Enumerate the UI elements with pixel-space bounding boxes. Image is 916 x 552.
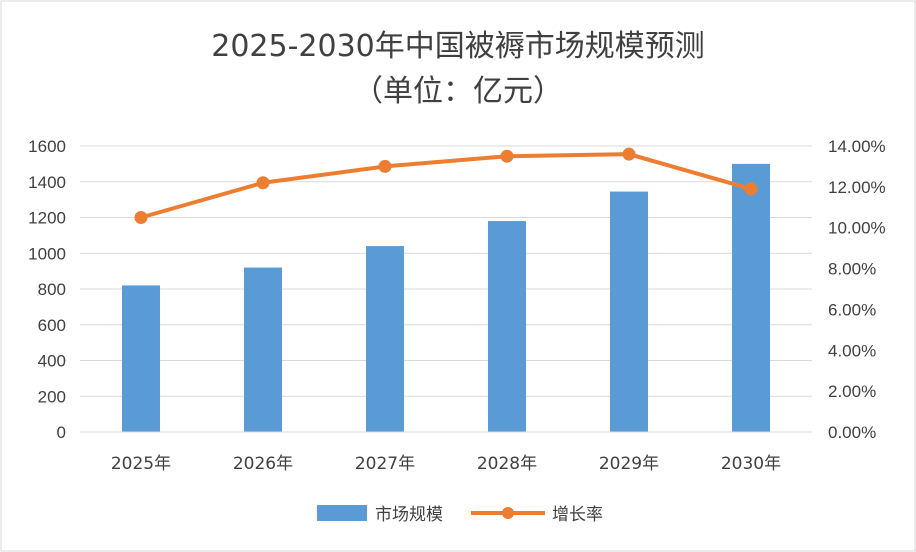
category-label: 2030年	[721, 454, 781, 474]
legend-line-marker	[502, 507, 514, 519]
growth-point	[134, 211, 148, 224]
bar	[244, 267, 282, 432]
left-tick-label: 400	[38, 352, 66, 371]
left-tick-label: 200	[38, 387, 66, 406]
bar	[122, 285, 160, 432]
line-series	[134, 147, 758, 224]
growth-point	[378, 159, 392, 173]
right-tick-label: 10.00%	[828, 219, 886, 238]
left-axis-ticks: 0 200 400 600 800 1000 1200 1400 1600	[28, 137, 66, 442]
chart-subtitle: （单位：亿元）	[353, 74, 563, 109]
growth-point	[500, 149, 514, 163]
right-tick-label: 12.00%	[828, 178, 886, 197]
category-label: 2029年	[599, 454, 659, 474]
growth-line	[139, 152, 753, 220]
left-tick-label: 1400	[28, 173, 66, 192]
chart-title: 2025-2030年中国被褥市场规模预测	[211, 29, 705, 64]
left-tick-label: 800	[38, 280, 66, 299]
bar	[488, 221, 526, 432]
legend: 市场规模 增长率	[317, 505, 603, 525]
legend-bar-label: 市场规模	[375, 505, 443, 525]
left-tick-label: 600	[38, 316, 66, 335]
right-tick-label: 6.00%	[828, 300, 876, 319]
left-tick-label: 1200	[28, 209, 66, 228]
category-label: 2027年	[355, 454, 415, 474]
left-tick-label: 1000	[28, 244, 66, 263]
right-tick-label: 8.00%	[828, 260, 876, 279]
category-label: 2026年	[233, 454, 293, 474]
bar	[610, 191, 648, 432]
bar	[366, 246, 404, 432]
growth-point	[744, 182, 758, 196]
category-axis: 2025年 2026年 2027年 2028年 2029年 2030年	[80, 431, 812, 474]
growth-point	[256, 176, 270, 190]
category-label: 2028年	[477, 454, 537, 474]
bar-series	[122, 163, 770, 432]
left-tick-label: 1600	[28, 137, 66, 156]
legend-bar-swatch	[317, 505, 367, 521]
right-tick-label: 4.00%	[828, 341, 876, 360]
right-tick-label: 0.00%	[828, 423, 876, 442]
legend-line-label: 增长率	[552, 505, 603, 525]
left-tick-label: 0	[57, 423, 66, 442]
bar	[732, 163, 770, 432]
right-axis-ticks: 0.00% 2.00% 4.00% 6.00% 8.00% 10.00% 12.00% 14.…	[828, 137, 886, 442]
growth-point	[622, 147, 636, 161]
right-tick-label: 2.00%	[828, 382, 876, 401]
right-tick-label: 14.00%	[828, 137, 886, 156]
gridlines	[80, 145, 812, 397]
category-label: 2025年	[111, 454, 171, 474]
